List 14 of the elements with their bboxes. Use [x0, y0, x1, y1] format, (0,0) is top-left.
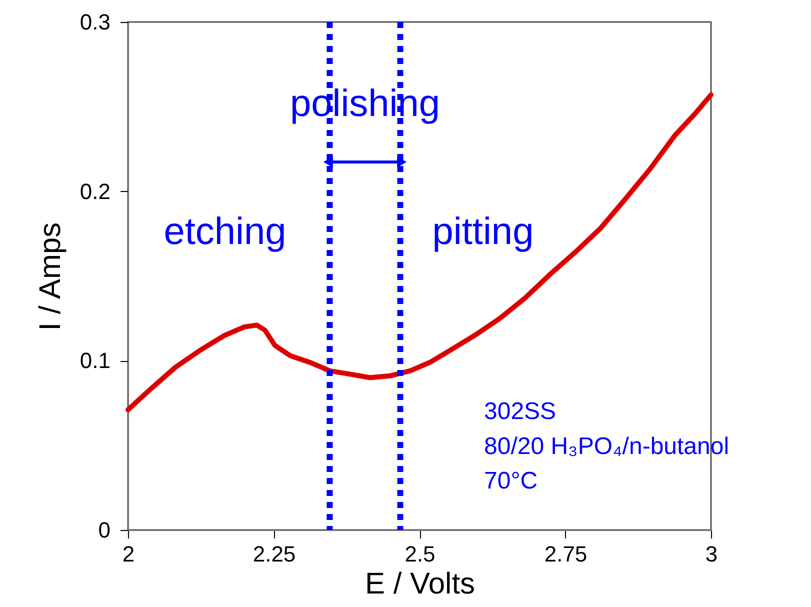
- annotation: etching: [164, 211, 286, 253]
- y-tick-label: 0.3: [80, 10, 110, 34]
- annotation: polishing: [290, 83, 440, 125]
- annotation: pitting: [432, 211, 534, 253]
- x-tick-label: 2.75: [544, 542, 588, 566]
- y-tick-label: 0.2: [80, 178, 110, 204]
- y-tick-label: 0: [98, 518, 110, 542]
- x-tick-label: 2.25: [252, 542, 296, 566]
- x-tick-label: 2.5: [404, 542, 436, 566]
- y-axis-title: I / Amps: [34, 222, 67, 331]
- y-tick-label: 0.1: [80, 348, 110, 374]
- x-axis-title: E / Volts: [364, 568, 476, 600]
- x-tick-label: 3: [705, 542, 718, 566]
- x-tick-label: 2: [122, 542, 135, 566]
